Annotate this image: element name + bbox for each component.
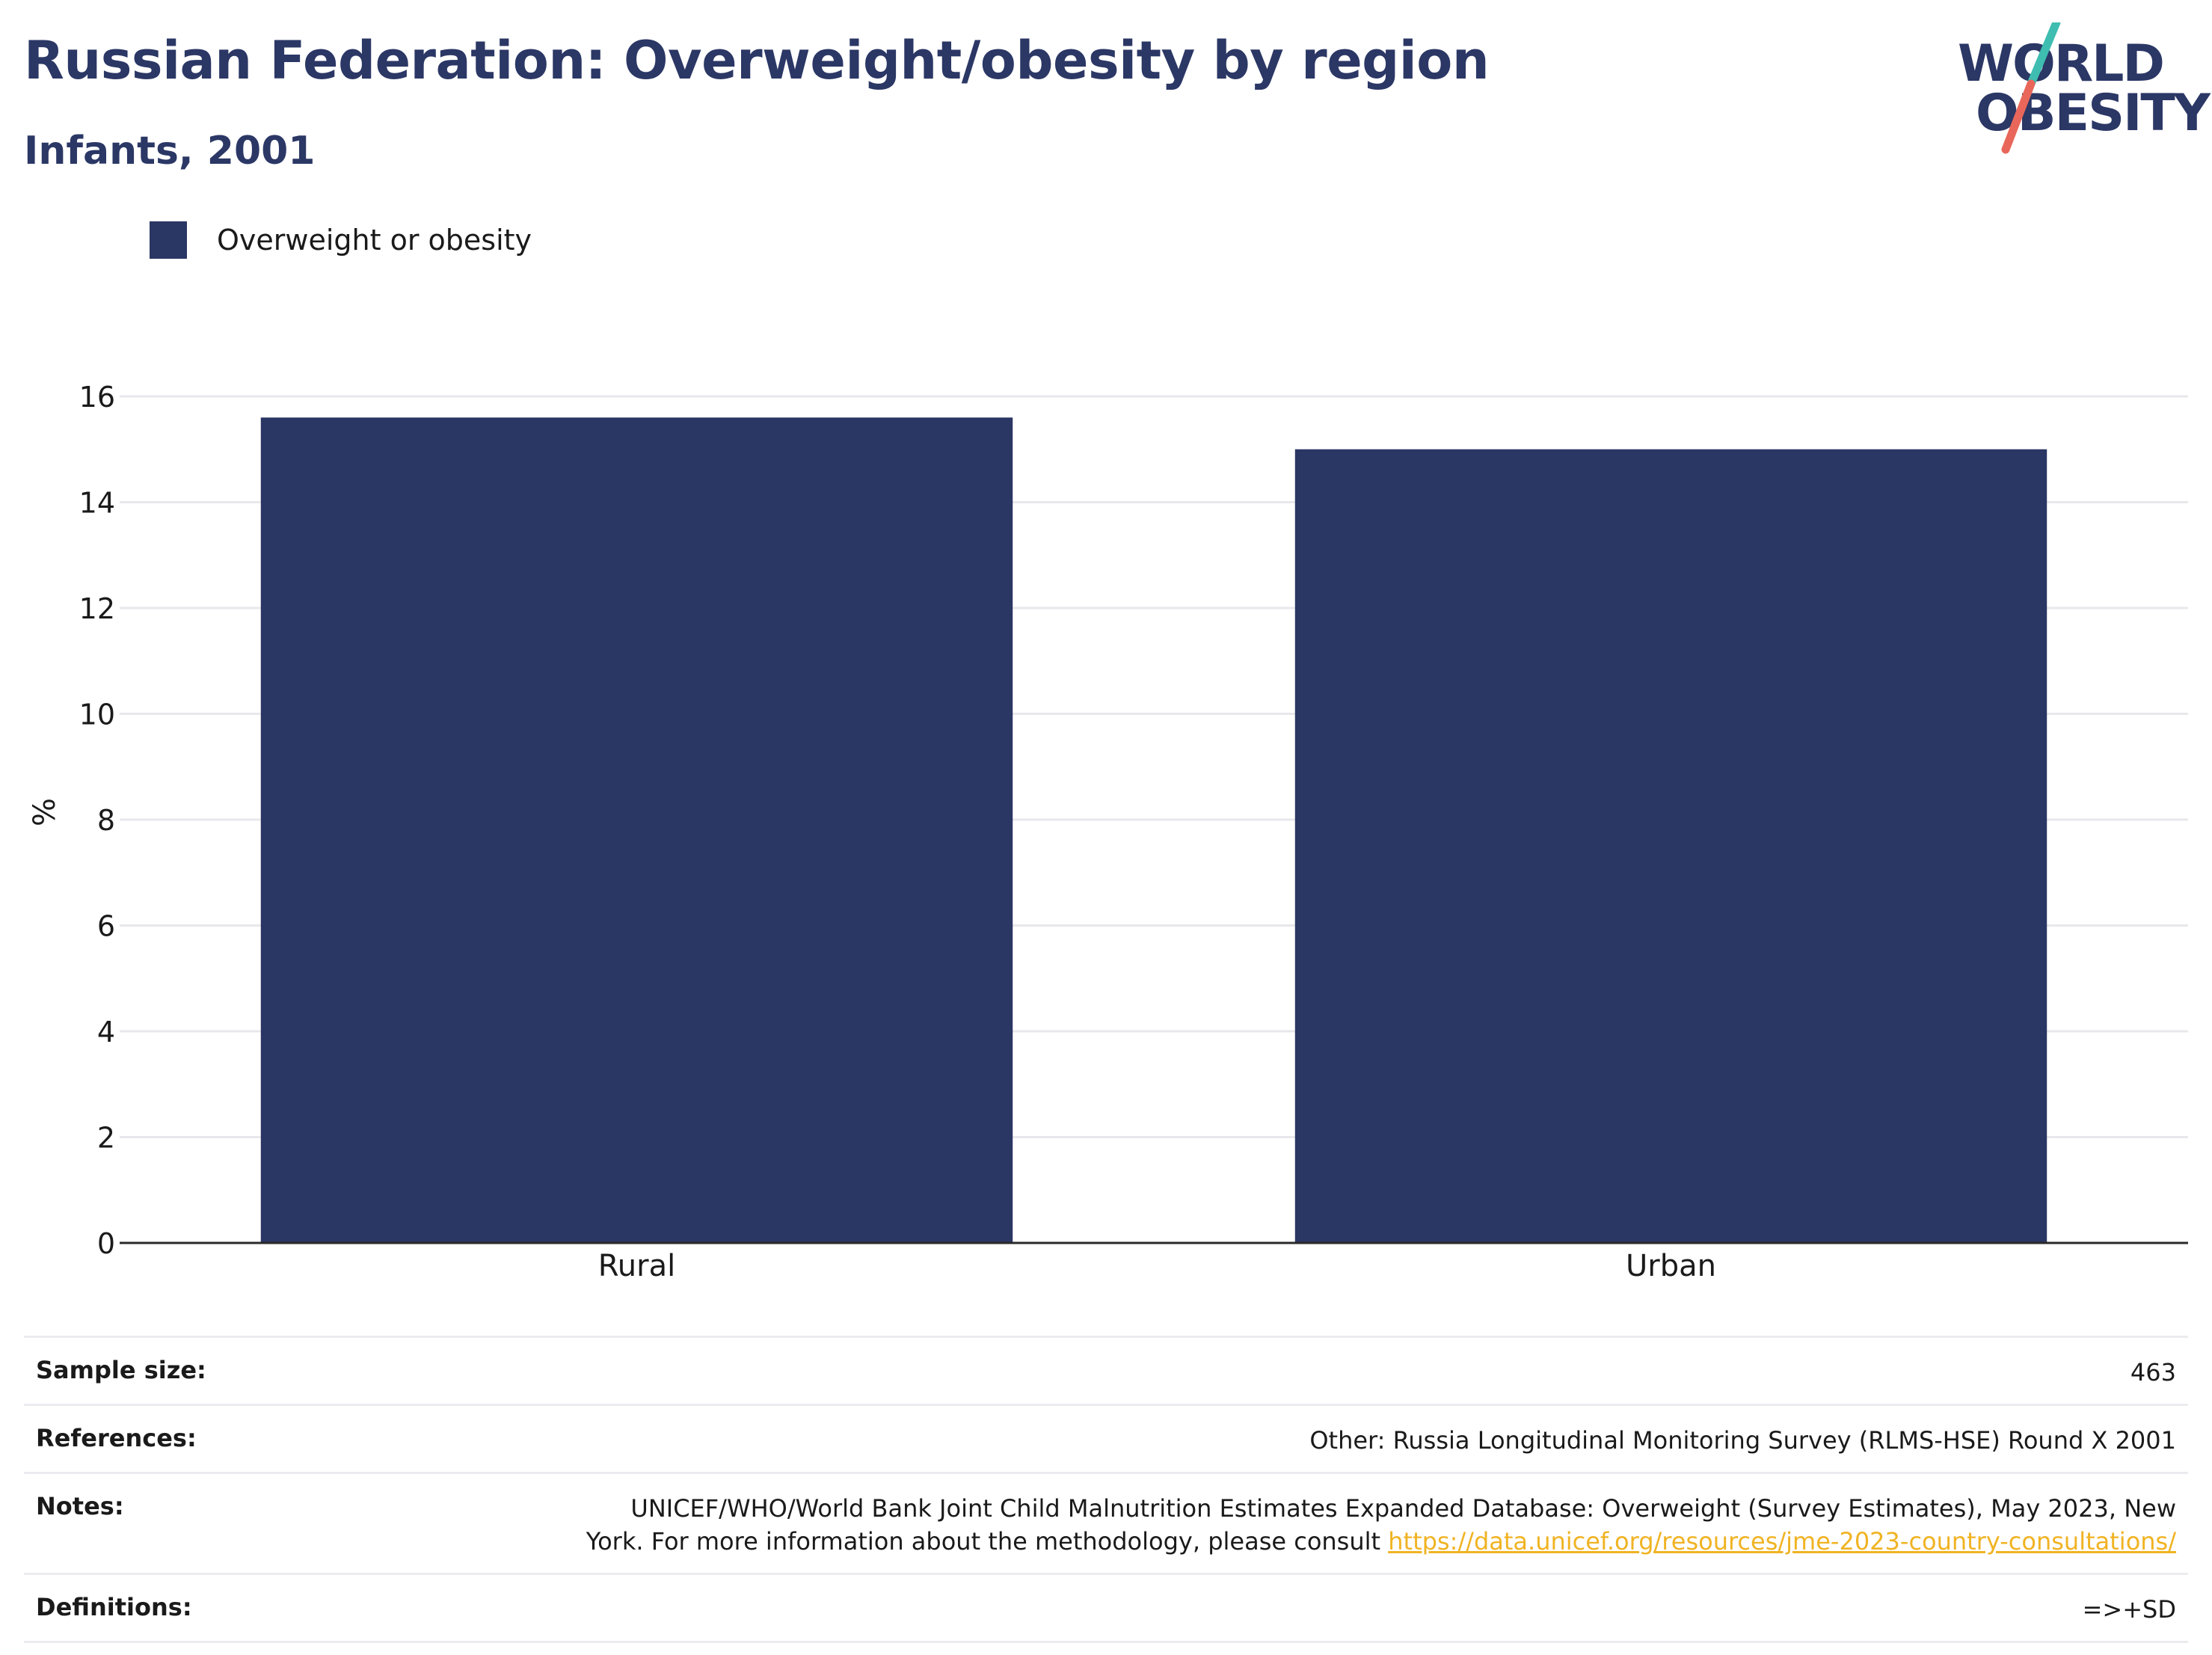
notes-line1: UNICEF/WHO/World Bank Joint Child Malnut…	[630, 1494, 2176, 1523]
definitions-value: =>+SD	[2082, 1595, 2176, 1624]
legend-swatch	[150, 221, 187, 259]
references-label: References:	[36, 1424, 197, 1452]
x-tick-label: Rural	[598, 1249, 675, 1283]
y-tick-label: 8	[97, 804, 115, 837]
y-tick-label: 14	[79, 487, 115, 520]
notes-line2-prefix: York. For more information about the met…	[586, 1527, 1389, 1556]
x-tick-label: Urban	[1626, 1249, 1716, 1283]
y-axis-ticks: 0 2 4 6 8 10 12 14 16	[79, 381, 115, 1260]
y-axis-label: %	[28, 797, 62, 827]
legend-label: Overweight or obesity	[217, 224, 532, 257]
chart-subtitle: Infants, 2001	[24, 129, 316, 174]
info-table: Sample size: 463 References: Other: Russ…	[24, 1336, 2188, 1643]
y-tick-label: 12	[79, 592, 115, 625]
chart-title: Russian Federation: Overweight/obesity b…	[24, 30, 1490, 91]
y-tick-label: 6	[97, 910, 115, 943]
notes-row: Notes: UNICEF/WHO/World Bank Joint Child…	[24, 1472, 2188, 1573]
bar-chart: 0 2 4 6 8 10 12 14 16 Rural Urban	[79, 381, 2188, 1283]
references-row: References: Other: Russia Longitudinal M…	[24, 1404, 2188, 1472]
definitions-label: Definitions:	[36, 1593, 192, 1621]
references-value: Other: Russia Longitudinal Monitoring Su…	[1309, 1426, 2176, 1455]
notes-label: Notes:	[36, 1492, 124, 1520]
definitions-row: Definitions: =>+SD	[24, 1573, 2188, 1643]
y-tick-label: 16	[79, 381, 115, 414]
bar-urban[interactable]	[1294, 449, 2047, 1243]
methodology-link[interactable]: https://data.unicef.org/resources/jme-20…	[1388, 1527, 2176, 1556]
y-tick-label: 10	[79, 698, 115, 731]
sample-size-row: Sample size: 463	[24, 1336, 2188, 1404]
bar-rural[interactable]	[260, 417, 1013, 1243]
chart-legend: Overweight or obesity	[150, 221, 532, 259]
sample-size-value: 463	[2130, 1358, 2176, 1387]
logo-text-world: WORLD	[1958, 34, 2165, 93]
y-tick-label: 2	[97, 1122, 115, 1155]
y-tick-label: 0	[97, 1227, 115, 1260]
y-tick-label: 4	[97, 1016, 115, 1048]
x-axis-labels: Rural Urban	[598, 1249, 1716, 1283]
world-obesity-logo[interactable]: WORLD OBESITY	[1944, 22, 2211, 157]
bars	[260, 417, 2047, 1243]
sample-size-label: Sample size:	[36, 1356, 206, 1384]
notes-value: UNICEF/WHO/World Bank Joint Child Malnut…	[586, 1492, 2176, 1558]
logo-slash-icon	[2001, 22, 2061, 154]
